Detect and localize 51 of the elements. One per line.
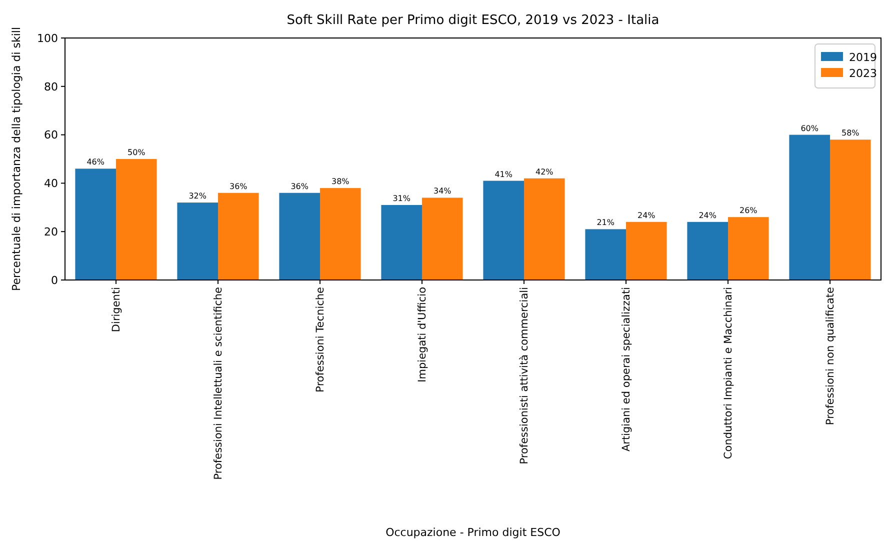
bar: [687, 222, 728, 280]
x-tick-label: Professioni non qualificate: [824, 287, 837, 426]
bar: [524, 178, 565, 280]
x-tick-label: Impiegati d'Ufficio: [416, 287, 429, 382]
x-tick-label: Professionisti attività commerciali: [518, 287, 531, 464]
data-label: 24%: [638, 210, 656, 220]
data-label: 38%: [332, 177, 350, 186]
bar: [381, 204, 422, 280]
y-tick-label: 0: [51, 274, 58, 287]
bar: [585, 229, 626, 280]
data-label: 26%: [740, 206, 758, 216]
bar: [483, 180, 524, 280]
x-tick-label: Artigiani ed operai specializzati: [620, 287, 633, 452]
data-label: 31%: [392, 194, 411, 203]
y-tick-label: 20: [44, 225, 58, 238]
x-tick-label: Conduttori Impianti e Macchinari: [722, 287, 735, 460]
bar: [830, 140, 871, 280]
bar: [116, 159, 157, 280]
x-tick-label: Dirigenti: [110, 287, 123, 332]
bar: [789, 134, 830, 280]
x-tick-label: Professioni Intellettuali e scientifiche: [212, 287, 225, 480]
data-label: 32%: [188, 192, 207, 201]
data-label: 50%: [128, 148, 146, 157]
bar: [75, 168, 116, 280]
y-tick-label: 40: [44, 177, 58, 190]
y-axis-title: Percentuale di importanza della tipologia di skill: [10, 26, 23, 292]
data-label: 34%: [434, 186, 452, 196]
data-label: 41%: [494, 170, 513, 179]
data-label: 42%: [536, 167, 554, 176]
legend-label: 2023: [849, 66, 877, 80]
y-tick-label: 100: [37, 32, 58, 45]
chart-title: Soft Skill Rate per Primo digit ESCO, 2019 vs 2023 - Italia: [286, 13, 660, 28]
bar: [177, 202, 218, 280]
data-label: 60%: [800, 124, 819, 133]
legend-label: 2019: [849, 50, 877, 64]
bar: [728, 217, 769, 280]
x-axis-title: Occupazione - Primo digit ESCO: [386, 526, 561, 539]
data-label: 36%: [290, 182, 309, 191]
bar: [320, 188, 361, 280]
data-label: 46%: [86, 158, 105, 167]
data-label: 21%: [596, 218, 615, 228]
y-tick-label: 80: [44, 80, 58, 94]
bar: [218, 192, 259, 280]
data-label: 58%: [842, 128, 860, 138]
data-label: 24%: [698, 210, 717, 220]
bar: [422, 198, 463, 280]
bar: [279, 192, 320, 280]
y-tick-label: 60: [44, 128, 58, 142]
bar: [626, 222, 667, 280]
x-tick-label: Professioni Tecniche: [314, 287, 327, 392]
data-label: 36%: [230, 182, 248, 191]
